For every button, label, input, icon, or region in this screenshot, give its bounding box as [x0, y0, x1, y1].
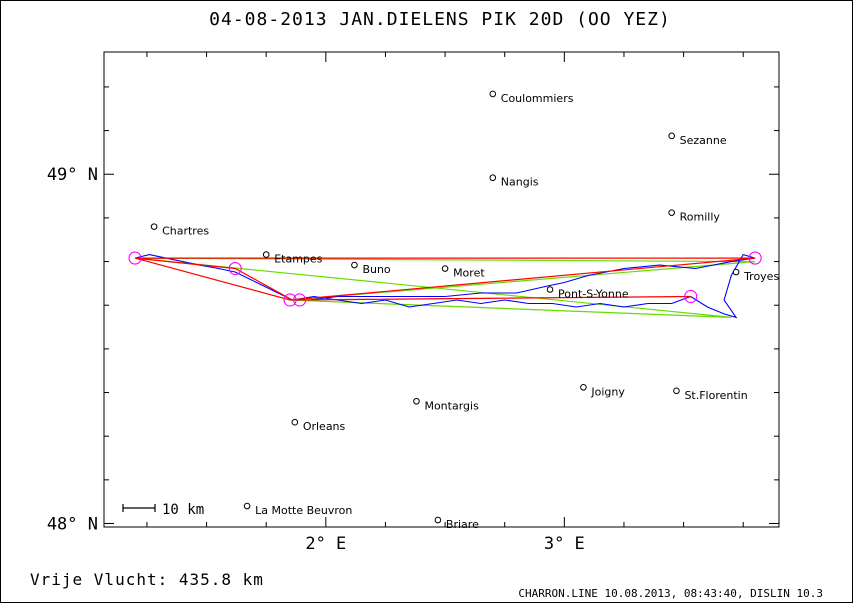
- town-label: Chartres: [162, 225, 209, 238]
- town-label: Pont-S-Yonne: [558, 288, 629, 301]
- town-label: Orleans: [303, 420, 346, 433]
- town-layer: Coulommiers Sezanne Nangis Chartres Romilly E…: [150, 90, 779, 531]
- route-line: [134, 257, 756, 301]
- turnpoint-marker: [228, 261, 242, 276]
- x-tick-label: 2° E: [305, 534, 346, 554]
- town-label: Buno: [362, 263, 390, 276]
- town-label: Etampes: [274, 253, 322, 266]
- town-label: Moret: [453, 267, 485, 280]
- route-layer: [134, 257, 756, 301]
- town-label: St.Florentin: [684, 389, 747, 402]
- turnpoint-marker: [283, 293, 297, 307]
- scale-bar: 10 km: [122, 502, 204, 518]
- town-label: Joigny: [590, 385, 625, 398]
- y-tick-label: 48° N: [47, 515, 98, 535]
- town-label: Sezanne: [680, 134, 727, 147]
- turnpoint-marker: [293, 293, 307, 307]
- town-label: Briare: [446, 518, 479, 531]
- town-label: Troyes: [743, 270, 779, 283]
- town-marker: [243, 502, 251, 510]
- generator-info-text: CHARRON.LINE 10.08.2013, 08:43:40, DISLI…: [518, 587, 823, 600]
- scale-bar-label: 10 km: [162, 502, 204, 518]
- town-marker: [434, 516, 442, 524]
- turnpoint-layer: [128, 251, 762, 307]
- x-tick-label: 3° E: [544, 534, 585, 554]
- town-label: Romilly: [680, 211, 721, 224]
- town-marker: [546, 286, 554, 293]
- town-marker: [262, 251, 270, 258]
- town-label: Montargis: [424, 399, 479, 412]
- town-marker: [673, 387, 680, 395]
- town-marker: [489, 174, 497, 182]
- town-marker: [732, 268, 740, 276]
- turnpoint-marker: [684, 289, 698, 304]
- free-distance-text: Vrije Vlucht: 435.8 km: [30, 570, 264, 589]
- town-marker: [668, 209, 675, 216]
- turnpoint-marker: [128, 251, 142, 265]
- town-label: Coulommiers: [501, 92, 574, 105]
- axis-tick-labels: 2° E 3° E 48° N 49° N: [47, 165, 585, 554]
- town-label: La Motte Beuvron: [255, 504, 352, 517]
- town-marker: [413, 397, 420, 405]
- plot-area: [103, 51, 780, 528]
- town-marker: [291, 418, 299, 426]
- y-tick-label: 49° N: [47, 165, 98, 185]
- town-marker: [668, 132, 675, 140]
- town-marker: [441, 265, 449, 272]
- turnpoint-marker: [748, 251, 762, 265]
- gps-track-line: [134, 253, 756, 319]
- town-marker: [150, 223, 158, 230]
- town-marker: [489, 90, 497, 98]
- town-marker: [351, 261, 358, 269]
- town-marker: [580, 383, 587, 391]
- axis-ticks: [104, 52, 779, 527]
- chart-title: 04-08-2013 JAN.DIELENS PIK 20D (OO YEZ): [209, 9, 671, 30]
- town-label: Nangis: [501, 176, 539, 189]
- track-layer: [134, 253, 756, 319]
